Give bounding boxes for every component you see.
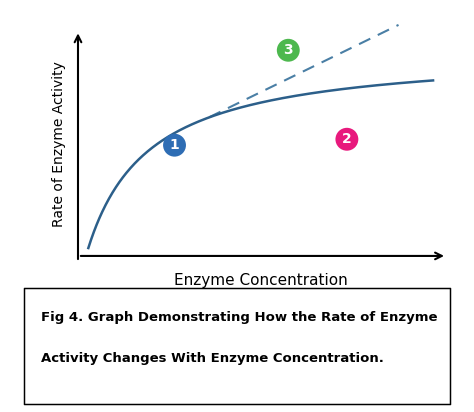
Text: 2: 2 bbox=[342, 132, 352, 146]
Text: Activity Changes With Enzyme Concentration.: Activity Changes With Enzyme Concentrati… bbox=[41, 352, 383, 365]
X-axis label: Enzyme Concentration: Enzyme Concentration bbox=[174, 273, 347, 288]
Text: 1: 1 bbox=[170, 138, 179, 152]
Text: 3: 3 bbox=[283, 43, 293, 57]
Y-axis label: Rate of Enzyme Activity: Rate of Enzyme Activity bbox=[52, 61, 65, 227]
FancyBboxPatch shape bbox=[24, 288, 450, 404]
Text: Fig 4. Graph Demonstrating How the Rate of Enzyme: Fig 4. Graph Demonstrating How the Rate … bbox=[41, 311, 437, 325]
